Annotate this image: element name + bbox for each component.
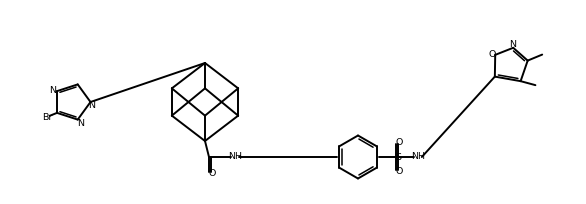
Text: O: O xyxy=(396,138,403,147)
Text: O: O xyxy=(208,169,216,178)
Text: N: N xyxy=(77,119,84,128)
Text: N: N xyxy=(49,86,56,95)
Text: N: N xyxy=(88,101,95,110)
Text: S: S xyxy=(396,153,401,162)
Text: Br: Br xyxy=(42,113,52,122)
Text: O: O xyxy=(489,50,496,59)
Text: N: N xyxy=(509,40,516,49)
Text: NH: NH xyxy=(229,152,243,161)
Text: O: O xyxy=(396,167,403,176)
Text: NH: NH xyxy=(411,152,425,161)
